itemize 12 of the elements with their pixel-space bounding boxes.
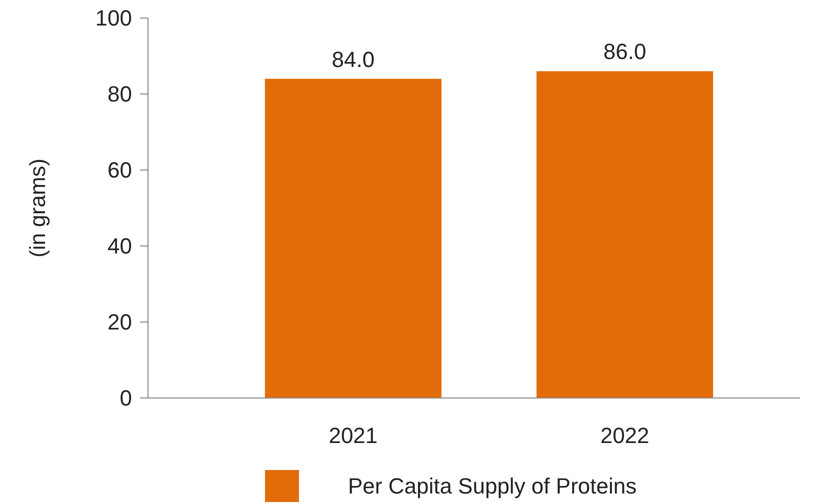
data-label: 86.0 — [603, 39, 646, 64]
y-tick-label: 60 — [108, 158, 132, 183]
x-tick-label: 2021 — [328, 423, 378, 448]
y-tick-label: 80 — [108, 82, 132, 107]
y-tick-label: 40 — [108, 234, 132, 259]
y-tick-label: 100 — [95, 6, 132, 31]
y-axis-title: (in grams) — [25, 158, 50, 258]
legend-label: Per Capita Supply of Proteins — [348, 474, 637, 499]
y-tick-label: 0 — [120, 386, 132, 411]
y-tick-label: 20 — [108, 310, 132, 335]
data-label: 84.0 — [332, 46, 375, 72]
x-tick-label: 2022 — [600, 423, 650, 448]
